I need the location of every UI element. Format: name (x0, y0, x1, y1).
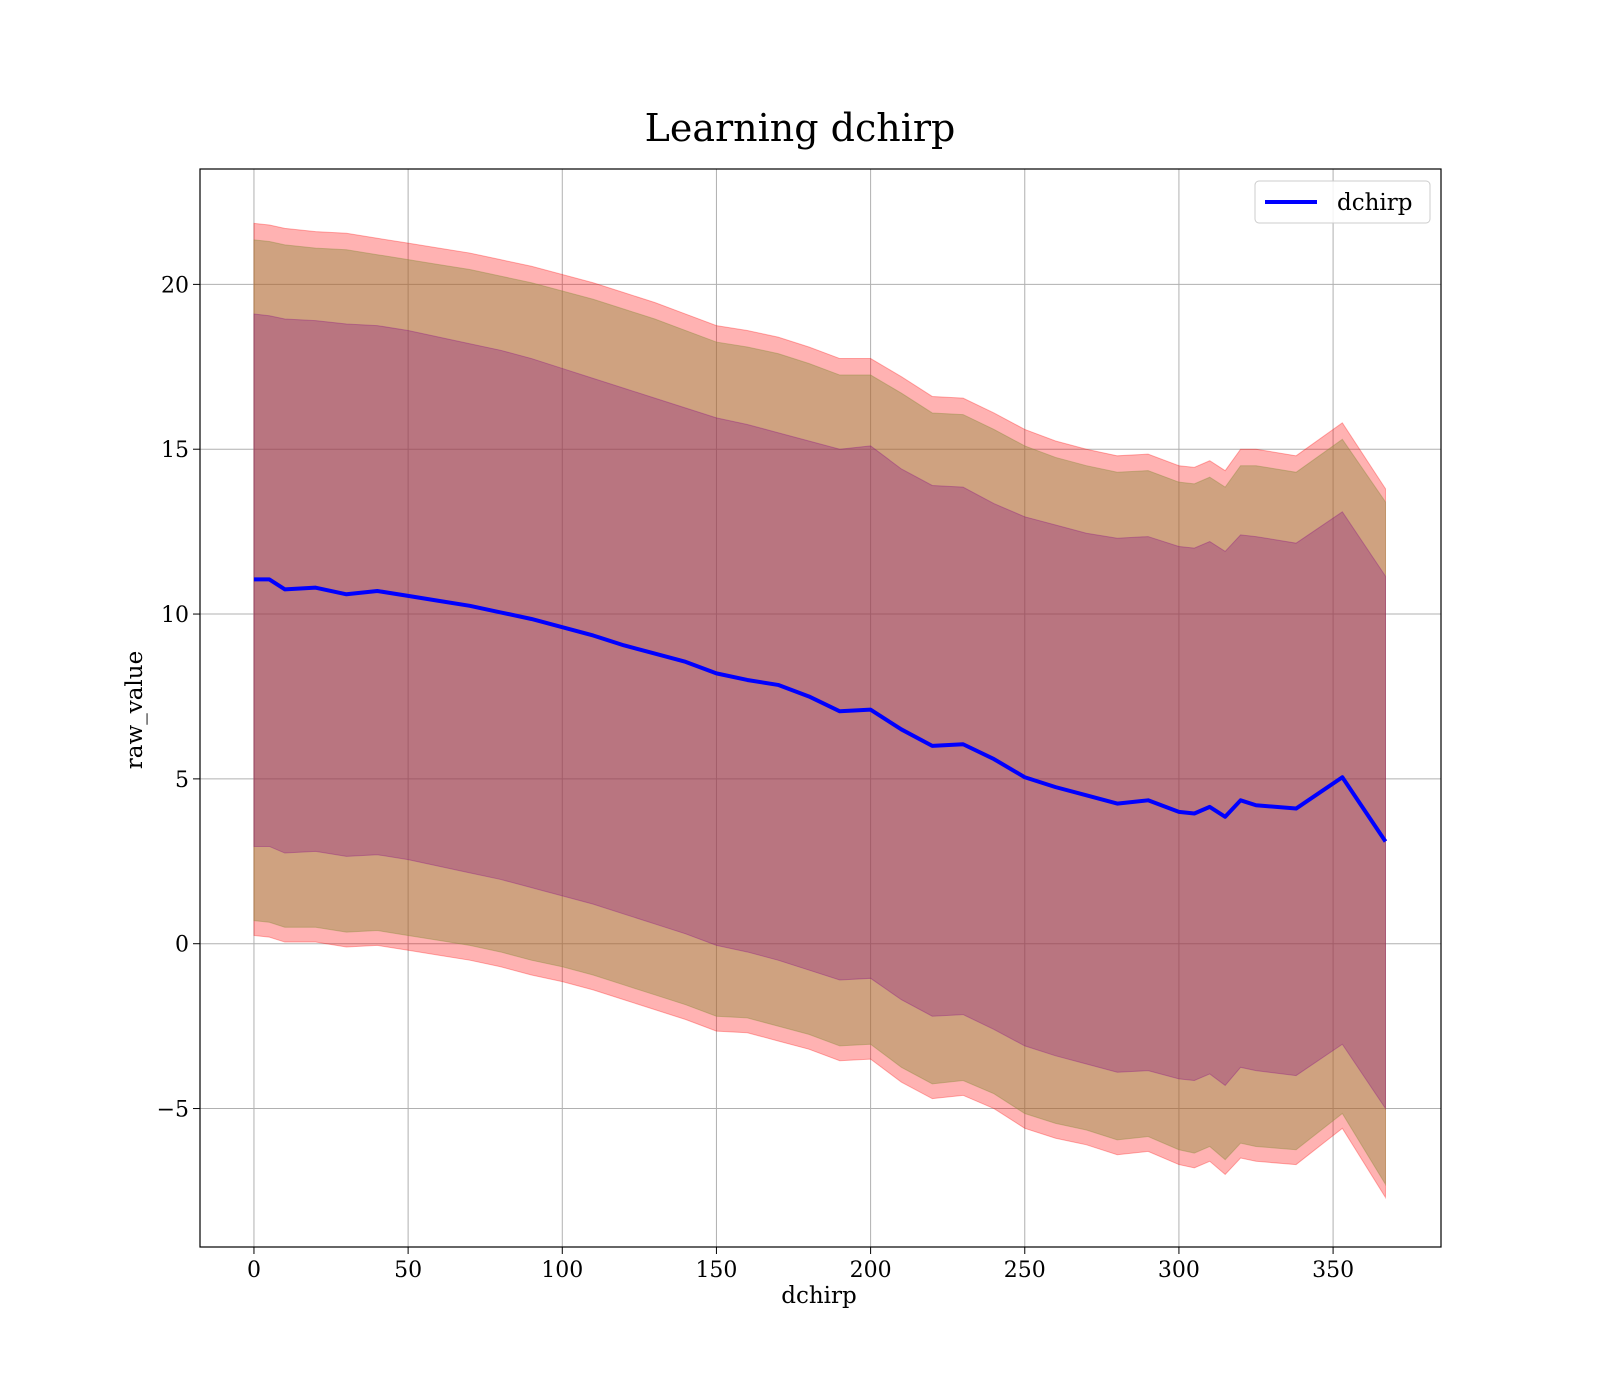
legend: dchirp (1254, 180, 1431, 224)
y-tick-label: −5 (157, 1098, 189, 1123)
legend-label: dchirp (1337, 190, 1413, 216)
middle-confidence-band (253, 239, 1386, 1187)
plot-frame (199, 168, 1442, 1248)
x-tick-label: 350 (1312, 1258, 1354, 1283)
x-tick-label: 300 (1158, 1258, 1200, 1283)
x-tick-label: 0 (247, 1258, 261, 1283)
x-tick-label: 50 (394, 1258, 422, 1283)
legend-box (1254, 180, 1431, 224)
y-tick-label: 0 (175, 933, 189, 958)
x-axis-label: dchirp (781, 1283, 857, 1309)
chart-title: Learning dchirp (645, 106, 956, 150)
y-axis-label: raw_value (122, 651, 148, 769)
x-tick-label: 150 (695, 1258, 737, 1283)
inner-confidence-band (253, 313, 1386, 1111)
x-tick-label: 250 (1004, 1258, 1046, 1283)
x-tick-label: 100 (541, 1258, 583, 1283)
y-tick-label: 20 (161, 273, 189, 298)
x-tick-label: 200 (850, 1258, 892, 1283)
axes: 0 50 100 150 200 250 300 350 −5 0 5 10 15 20 (157, 168, 1442, 1283)
series-line-dchirp (253, 577, 1388, 843)
outer-confidence-band (253, 222, 1386, 1200)
y-tick-label: 10 (161, 603, 189, 628)
y-tick-label: 15 (161, 438, 189, 463)
plot-area (200, 169, 1441, 1247)
y-tick-label: 5 (175, 768, 189, 793)
